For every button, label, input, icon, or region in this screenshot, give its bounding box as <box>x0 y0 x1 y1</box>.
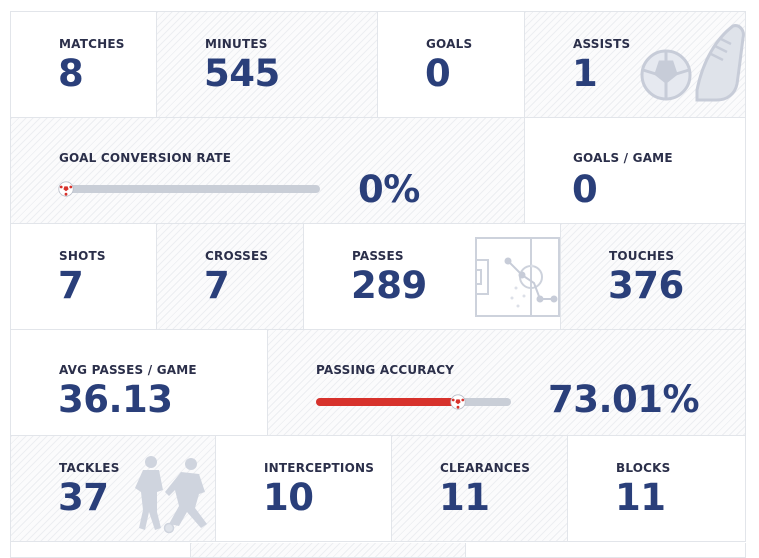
stat-value: 8 <box>58 52 84 95</box>
stats-row-1: MATCHES 8 MINUTES 545 GOALS 0 ASSISTS 1 <box>11 12 746 118</box>
stat-passes: PASSES 289 <box>304 224 561 330</box>
stat-goal-conversion-rate: GOAL CONVERSION RATE 0% <box>11 118 525 224</box>
stat-value: 7 <box>58 264 84 307</box>
stat-avg-passes-per-game: AVG PASSES / GAME 36.13 <box>11 330 268 436</box>
stat-label: INTERCEPTIONS <box>264 461 375 475</box>
ball-and-boot-icon <box>640 24 745 102</box>
progress-fill <box>316 398 459 406</box>
stat-minutes: MINUTES 545 <box>157 12 378 118</box>
stat-cell-partial <box>466 543 746 558</box>
stat-assists: ASSISTS 1 <box>525 12 746 118</box>
stat-passing-accuracy: PASSING ACCURACY 73.01% <box>268 330 746 436</box>
stat-label: PASSING ACCURACY <box>316 363 455 377</box>
stat-clearances: CLEARANCES 11 <box>392 436 568 542</box>
stat-value: 10 <box>263 476 314 519</box>
stat-value: 289 <box>351 264 427 307</box>
stat-value: 376 <box>608 264 684 307</box>
stat-value: 545 <box>204 52 280 95</box>
stats-row-5: TACKLES 37 INTERCEPTIONS 10 CLEARANCES 1… <box>11 436 746 542</box>
stats-row-4: AVG PASSES / GAME 36.13 PASSING ACCURACY… <box>11 330 746 436</box>
progress-track <box>316 398 511 406</box>
stat-value: 11 <box>439 476 490 519</box>
stats-grid: MATCHES 8 MINUTES 545 GOALS 0 ASSISTS 1 <box>10 11 746 558</box>
players-tackling-icon <box>135 456 207 534</box>
stat-value: 11 <box>615 476 666 519</box>
stats-row-3: SHOTS 7 CROSSES 7 PASSES 289 <box>11 224 746 330</box>
ball-marker-icon <box>58 181 74 197</box>
stat-label: AVG PASSES / GAME <box>59 363 197 377</box>
stat-label: GOAL CONVERSION RATE <box>59 151 232 165</box>
stat-label: CLEARANCES <box>440 461 531 475</box>
stat-shots: SHOTS 7 <box>11 224 157 330</box>
stat-blocks: BLOCKS 11 <box>568 436 746 542</box>
stat-crosses: CROSSES 7 <box>157 224 304 330</box>
stat-value: 1 <box>572 52 598 95</box>
stat-matches: MATCHES 8 <box>11 12 157 118</box>
stat-label: MATCHES <box>59 37 125 51</box>
stats-row-2: GOAL CONVERSION RATE 0% GOALS / GAME 0 <box>11 118 746 224</box>
progress-track <box>66 185 320 193</box>
stat-interceptions: INTERCEPTIONS 10 <box>216 436 392 542</box>
stat-label: BLOCKS <box>616 461 671 475</box>
stat-label: MINUTES <box>205 37 268 51</box>
stat-touches: TOUCHES 376 <box>561 224 746 330</box>
stat-tackles: TACKLES 37 <box>11 436 216 542</box>
stat-value: 73.01% <box>548 378 700 421</box>
stat-cell-partial <box>191 543 466 558</box>
stat-label: GOALS / GAME <box>573 151 673 165</box>
stat-label: CROSSES <box>205 249 269 263</box>
stat-label: TACKLES <box>59 461 120 475</box>
stat-goals-per-game: GOALS / GAME 0 <box>525 118 746 224</box>
stat-value: 0% <box>358 168 420 211</box>
stat-label: ASSISTS <box>573 37 631 51</box>
stat-value: 37 <box>58 476 109 519</box>
stat-label: TOUCHES <box>609 249 675 263</box>
stat-value: 7 <box>204 264 230 307</box>
stat-value: 0 <box>572 168 598 211</box>
stat-label: PASSES <box>352 249 404 263</box>
stat-label: GOALS <box>426 37 473 51</box>
stat-cell-partial <box>11 543 191 558</box>
stat-value: 36.13 <box>58 378 173 421</box>
stat-goals: GOALS 0 <box>378 12 525 118</box>
pitch-pass-map-icon <box>475 237 560 317</box>
stat-value: 0 <box>425 52 451 95</box>
ball-marker-icon <box>450 394 466 410</box>
stat-label: SHOTS <box>59 249 106 263</box>
stats-row-6-partial <box>11 543 746 558</box>
